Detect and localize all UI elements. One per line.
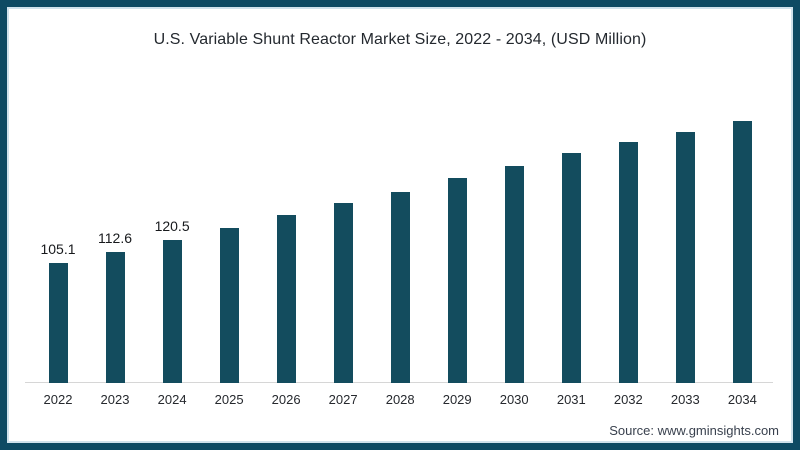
x-tick-2025: 2025 xyxy=(214,392,244,407)
bar-2022 xyxy=(48,263,68,383)
x-tick-2023: 2023 xyxy=(100,392,130,407)
x-tick-2030: 2030 xyxy=(499,392,529,407)
x-tick-2031: 2031 xyxy=(556,392,586,407)
bar-2034 xyxy=(732,121,752,383)
x-tick-2033: 2033 xyxy=(670,392,700,407)
x-tick-2024: 2024 xyxy=(157,392,187,407)
bar-value-label-2024: 120.5 xyxy=(154,218,190,234)
bar-2033 xyxy=(675,132,695,383)
bar-value-label-2022: 105.1 xyxy=(40,241,76,257)
source-attribution: Source: www.gminsights.com xyxy=(609,423,779,438)
x-tick-2027: 2027 xyxy=(328,392,358,407)
x-tick-2032: 2032 xyxy=(613,392,643,407)
chart-title: U.S. Variable Shunt Reactor Market Size,… xyxy=(153,31,647,48)
bar-2026 xyxy=(276,215,296,383)
x-tick-2026: 2026 xyxy=(271,392,301,407)
x-tick-2022: 2022 xyxy=(43,392,73,407)
bar-2027 xyxy=(333,203,353,383)
bar-value-label-2023: 112.6 xyxy=(98,230,132,246)
bar-2029 xyxy=(447,178,467,383)
x-tick-2029: 2029 xyxy=(442,392,472,407)
bar-2030 xyxy=(504,166,524,383)
bar-2031 xyxy=(561,153,581,383)
bar-2032 xyxy=(618,142,638,383)
bar-2024 xyxy=(162,240,182,383)
bar-2025 xyxy=(219,228,239,383)
bar-2023 xyxy=(105,252,125,383)
x-tick-2034: 2034 xyxy=(727,392,757,407)
bar-2028 xyxy=(390,192,410,383)
x-tick-2028: 2028 xyxy=(385,392,415,407)
